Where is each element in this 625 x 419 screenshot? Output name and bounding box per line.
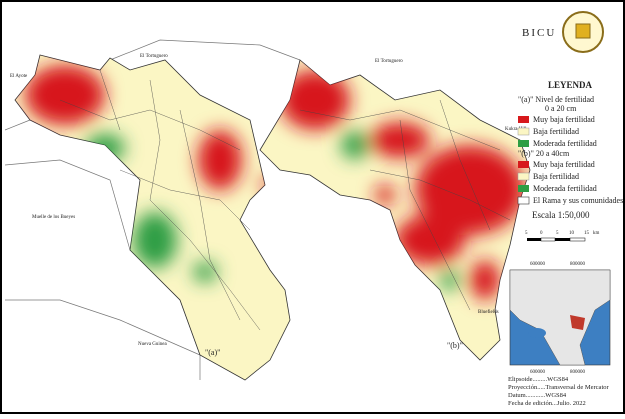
scale-label: 5 [525, 231, 528, 236]
footer-line: Elipsoide.........WGS84 [508, 376, 569, 383]
inset-coord: 800000 [570, 262, 586, 267]
legend-title: LEYENDA [548, 80, 593, 90]
legend-item: Baja fertilidad [533, 127, 579, 136]
legend-item: Moderada fertilidad [533, 184, 597, 193]
place-label: Muelle de los Bueyes [32, 215, 75, 220]
scale-unit: km [593, 231, 600, 236]
logo-shield [575, 23, 591, 39]
legend-swatch [518, 161, 529, 168]
map-a [14, 54, 291, 381]
footer-line: Proyección.....Transversal de Mercator [508, 384, 609, 391]
place-label: El Tortuguero [140, 54, 168, 59]
scale-label: 15 [584, 231, 590, 236]
legend-subtitle: 0 a 20 cm [545, 104, 577, 113]
legend-swatch [518, 140, 529, 147]
legend-item: Baja fertilidad [533, 172, 579, 181]
panel-label: "(a)" [205, 348, 220, 357]
legend-swatch [518, 185, 529, 192]
footer-line: Datum............WGS84 [508, 392, 567, 399]
place-label: Bluefields [478, 310, 499, 315]
inset-map [509, 269, 611, 366]
legend-group-title: "(b)" 20 a 40cm [518, 149, 570, 158]
legend-item: Muy baja fertilidad [533, 160, 595, 169]
scale-title: Escala 1:50,000 [532, 210, 590, 220]
place-label: Nueva Guinea [138, 342, 168, 347]
place-label: Kukra Hill [505, 127, 527, 132]
legend-item: Moderada fertilidad [533, 139, 597, 148]
legend-group-title: "(a)" Nivel de fertilidad [518, 95, 594, 104]
inset-coord: 800000 [570, 370, 586, 375]
scale-label: 0 [540, 231, 543, 236]
panel-label: "(b)" [447, 341, 463, 350]
map-b [259, 59, 531, 361]
footer-line: Fecha de edición...Julio. 2022 [508, 400, 586, 407]
legend-item: Muy baja fertilidad [533, 115, 595, 124]
scale-bar [527, 237, 586, 242]
inset-coord: 600000 [530, 262, 546, 267]
place-label: El Tortuguero [375, 59, 403, 64]
legend-swatch [517, 196, 530, 205]
legend-swatch [517, 172, 530, 181]
scale-label: 10 [569, 231, 575, 236]
inset-coord: 600000 [530, 370, 546, 375]
legend-item: El Rama y sus comunidades [533, 196, 623, 205]
legend-swatch [517, 127, 530, 136]
legend-swatch [518, 116, 529, 123]
scale-label: 5 [556, 231, 559, 236]
logo-text: BICU [522, 27, 556, 39]
place-label: El Ayote [10, 74, 28, 79]
